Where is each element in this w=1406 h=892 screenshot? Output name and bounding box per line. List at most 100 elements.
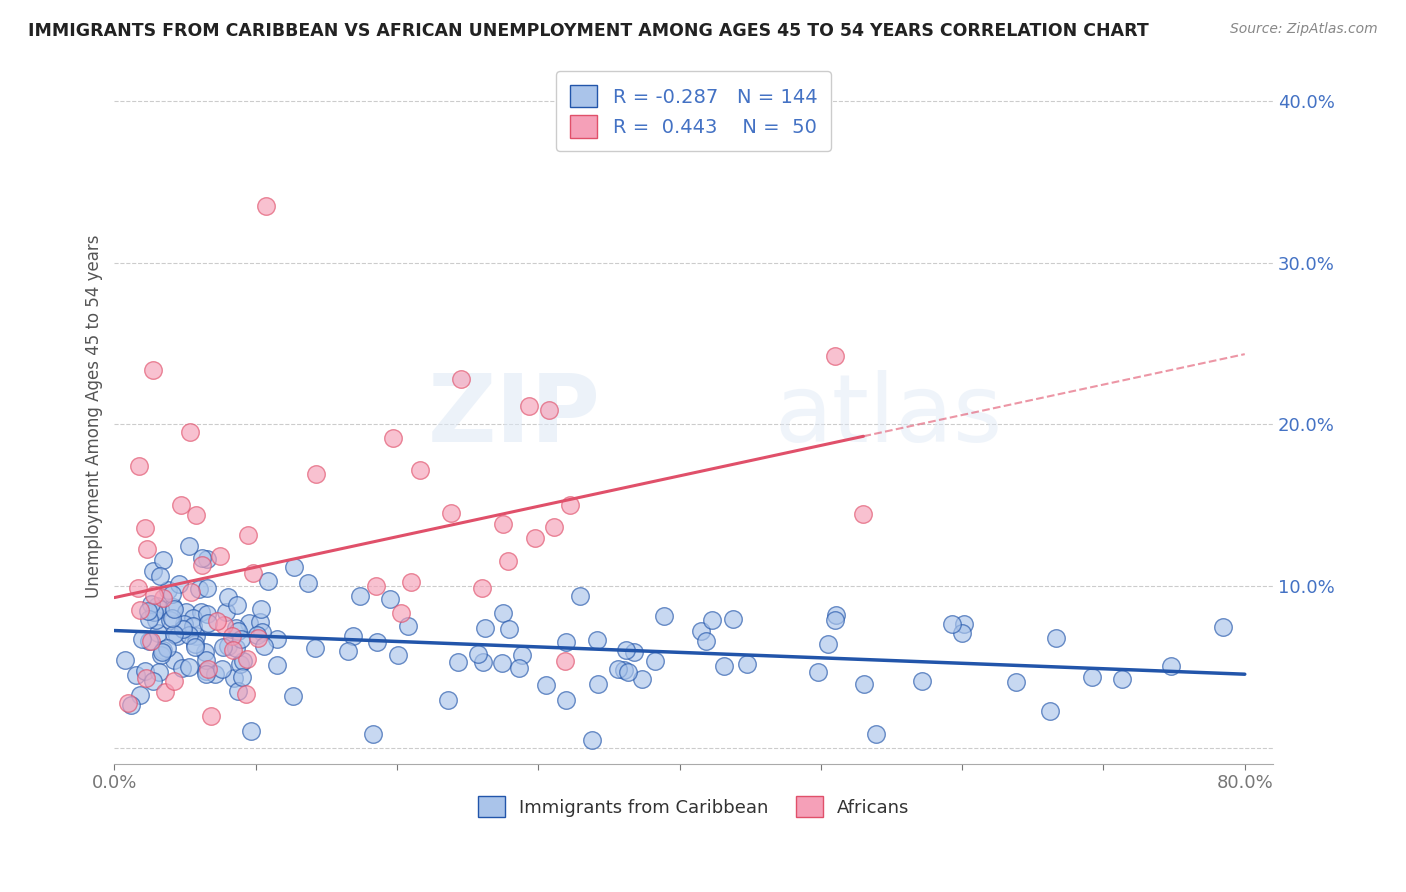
Point [232,654,254,668]
Point [221,629,243,643]
Point [364,578,387,592]
Point [695,634,717,648]
Point [568,590,591,604]
Point [184,629,207,643]
Point [200,709,222,723]
Point [142,363,165,377]
Point [387,648,409,662]
Point [135,671,157,685]
Point [496,554,519,568]
Point [554,654,576,668]
Point [145,599,167,613]
Point [471,581,494,595]
Point [517,399,540,413]
Point [149,569,172,583]
Point [1160,659,1182,673]
Point [614,643,637,657]
Point [142,564,165,578]
Point [128,688,150,702]
Point [508,661,530,675]
Point [721,612,744,626]
Point [865,727,887,741]
Point [852,677,875,691]
Point [149,648,172,663]
Point [238,615,260,630]
Point [209,549,232,564]
Point [239,723,262,738]
Point [249,615,271,629]
Point [953,617,976,632]
Point [135,541,157,556]
Point [543,520,565,534]
Point [336,644,359,658]
Point [408,462,430,476]
Point [174,605,197,619]
Point [179,585,201,599]
Point [617,665,640,680]
Point [623,644,645,658]
Point [225,640,247,655]
Point [195,582,218,596]
Point [523,531,546,545]
Point [179,539,201,553]
Y-axis label: Unemployment Among Ages 45 to 54 years: Unemployment Among Ages 45 to 54 years [86,235,103,598]
Point [437,693,460,707]
Text: atlas: atlas [775,370,1002,462]
Point [179,425,201,440]
Point [120,698,142,712]
Point [166,629,188,643]
Point [212,618,235,632]
Point [492,606,515,620]
Text: IMMIGRANTS FROM CARIBBEAN VS AFRICAN UNEMPLOYMENT AMONG AGES 45 TO 54 YEARS CORR: IMMIGRANTS FROM CARIBBEAN VS AFRICAN UNE… [28,22,1149,40]
Point [138,612,160,626]
Point [143,588,166,602]
Point [197,615,219,630]
Point [1005,675,1028,690]
Point [136,604,159,618]
Point [184,637,207,651]
Point [215,605,238,619]
Point [162,610,184,624]
Point [1111,672,1133,686]
Point [195,607,218,622]
Point [224,671,246,685]
Point [163,673,186,688]
Text: Source: ZipAtlas.com: Source: ZipAtlas.com [1230,22,1378,37]
Point [246,628,269,642]
Point [538,403,561,417]
Point [117,696,139,710]
Point [217,590,239,604]
Point [450,372,472,386]
Point [467,647,489,661]
Point [148,625,170,640]
Point [191,558,214,572]
Point [163,626,186,640]
Point [852,507,875,521]
Point [824,608,846,623]
Point [172,622,194,636]
Point [266,657,288,672]
Point [138,633,160,648]
Point [222,642,245,657]
Point [226,683,249,698]
Point [236,652,259,666]
Point [190,605,212,619]
Point [941,617,963,632]
Point [181,611,204,625]
Point [156,582,179,597]
Point [160,587,183,601]
Point [217,639,239,653]
Point [184,508,207,523]
Point [156,640,179,655]
Point [690,624,713,638]
Point [231,632,253,647]
Point [534,678,557,692]
Point [159,613,181,627]
Point [491,657,513,671]
Point [173,617,195,632]
Point [581,732,603,747]
Point [713,659,735,673]
Point [305,467,328,482]
Text: ZIP: ZIP [429,370,600,462]
Point [304,641,326,656]
